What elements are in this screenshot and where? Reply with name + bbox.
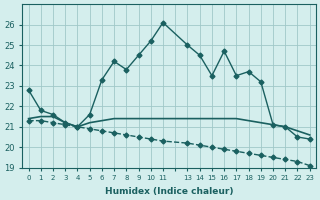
X-axis label: Humidex (Indice chaleur): Humidex (Indice chaleur) [105,187,233,196]
